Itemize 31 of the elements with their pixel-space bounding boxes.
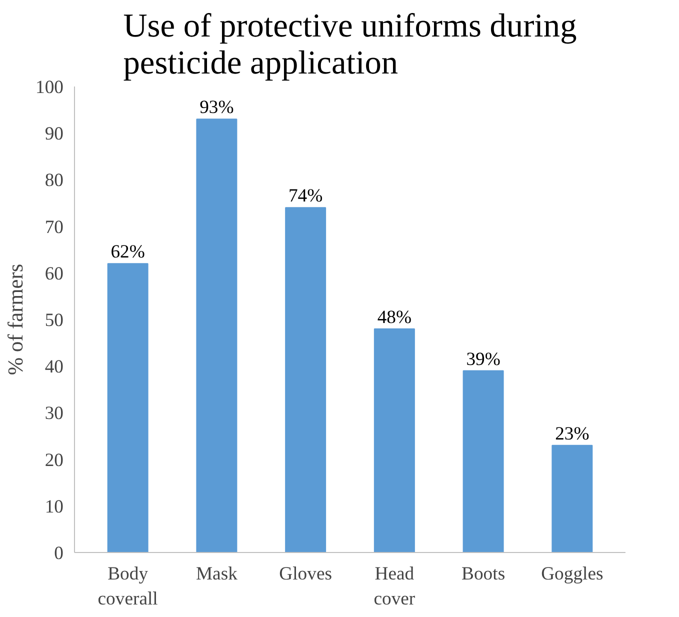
bar <box>285 207 326 552</box>
chart-title: Use of protective uniforms during pesticide application <box>123 8 578 82</box>
y-tick-label: 0 <box>54 543 64 564</box>
bar <box>552 444 593 552</box>
y-tick-label: 20 <box>44 450 64 471</box>
y-tick-label: 40 <box>44 356 64 378</box>
y-tick-label: 30 <box>44 403 64 424</box>
y-tick-label: 80 <box>44 170 64 192</box>
x-tick-label: Boots <box>462 564 506 584</box>
data-label: 48% <box>377 306 412 328</box>
data-label: 93% <box>200 97 234 118</box>
y-tick-label: 60 <box>44 263 64 284</box>
bar <box>107 263 148 552</box>
x-tick-label: Goggles <box>541 564 604 584</box>
bar <box>196 118 238 552</box>
x-tick-label: Mask <box>196 564 238 584</box>
y-tick-label: 10 <box>44 496 64 518</box>
y-axis-title: % of farmers <box>4 264 28 376</box>
y-tick-label: 90 <box>44 124 64 145</box>
data-label: 39% <box>466 348 500 370</box>
bar <box>462 370 504 552</box>
x-tick-label: Body coverall <box>98 564 158 610</box>
x-tick-label: Head cover <box>374 564 416 610</box>
data-label: 62% <box>110 242 145 263</box>
data-label: 74% <box>288 186 323 207</box>
y-tick-label: 70 <box>44 216 64 238</box>
y-tick-label: 100 <box>36 77 64 98</box>
x-tick-label: Gloves <box>279 564 332 584</box>
bar <box>374 328 415 552</box>
y-tick-label: 50 <box>44 310 64 331</box>
data-label: 23% <box>555 423 590 444</box>
